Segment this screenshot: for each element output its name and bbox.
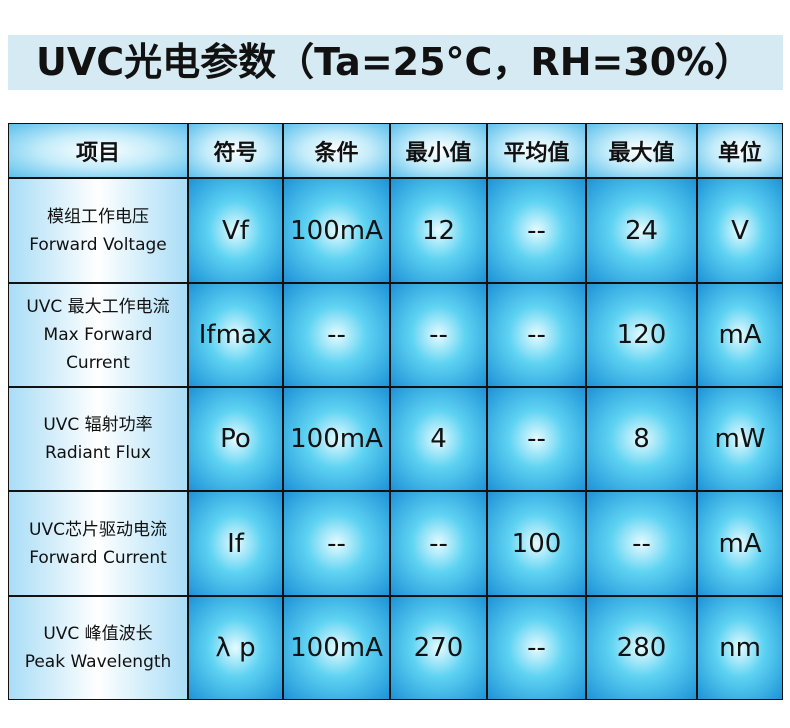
- label-line: UVC 最大工作电流: [26, 297, 170, 317]
- value-cell: --: [488, 388, 585, 490]
- value-cell: 100mA: [284, 179, 389, 282]
- value-cell: 270: [391, 597, 486, 699]
- value-cell: Vf: [189, 179, 282, 282]
- header-cell: 符号: [189, 124, 282, 177]
- label-line: Max Forward: [43, 325, 153, 345]
- label-line: Forward Current: [29, 547, 167, 568]
- value-cell: 12: [391, 179, 486, 282]
- header-cell: 最小值: [391, 124, 486, 177]
- value-cell: mA: [698, 284, 782, 386]
- value-cell: --: [488, 284, 585, 386]
- row-label: UVC 峰值波长 Peak Wavelength: [9, 597, 187, 699]
- header-cell: 条件: [284, 124, 389, 177]
- value-cell: If: [189, 492, 282, 595]
- label-line: 模组工作电压: [47, 206, 149, 227]
- label-line: UVC 辐射功率: [43, 415, 153, 435]
- row-label: UVC 辐射功率 Radiant Flux: [9, 388, 187, 490]
- value-cell: mW: [698, 388, 782, 490]
- row-label: UVC芯片驱动电流 Forward Current: [9, 492, 187, 595]
- label-line: UVC 峰值波长: [43, 624, 153, 644]
- value-cell: --: [284, 492, 389, 595]
- value-cell: 8: [587, 388, 696, 490]
- value-cell: 100mA: [284, 597, 389, 699]
- value-cell: 100: [488, 492, 585, 595]
- value-cell: 24: [587, 179, 696, 282]
- value-cell: 100mA: [284, 388, 389, 490]
- value-cell: mA: [698, 492, 782, 595]
- label-line: Radiant Flux: [45, 443, 151, 463]
- title: UVC光电参数（Ta=25°C，RH=30%）: [8, 35, 783, 90]
- value-cell: Ifmax: [189, 284, 282, 386]
- label-line: UVC芯片驱动电流: [29, 519, 167, 540]
- value-cell: --: [391, 492, 486, 595]
- row-label: 模组工作电压 Forward Voltage: [9, 179, 187, 282]
- value-cell: --: [587, 492, 696, 595]
- label-line: Current: [66, 353, 130, 373]
- value-cell: λ p: [189, 597, 282, 699]
- header-cell: 平均值: [488, 124, 585, 177]
- value-cell: Po: [189, 388, 282, 490]
- value-cell: --: [488, 597, 585, 699]
- value-cell: --: [391, 284, 486, 386]
- header-cell: 单位: [698, 124, 782, 177]
- value-cell: 120: [587, 284, 696, 386]
- value-cell: V: [698, 179, 782, 282]
- table: 项目 符号 条件 最小值 平均值 最大值 单位模组工作电压 Forward Voltage Vf…: [8, 123, 783, 700]
- label-line: Forward Voltage: [29, 234, 167, 255]
- value-cell: nm: [698, 597, 782, 699]
- label-line: Peak Wavelength: [24, 652, 172, 672]
- value-cell: 4: [391, 388, 486, 490]
- value-cell: --: [488, 179, 585, 282]
- value-cell: --: [284, 284, 389, 386]
- value-cell: 280: [587, 597, 696, 699]
- header-cell: 最大值: [587, 124, 696, 177]
- row-label: UVC 最大工作电流 Max Forward Current: [9, 284, 187, 386]
- header-cell: 项目: [9, 124, 187, 177]
